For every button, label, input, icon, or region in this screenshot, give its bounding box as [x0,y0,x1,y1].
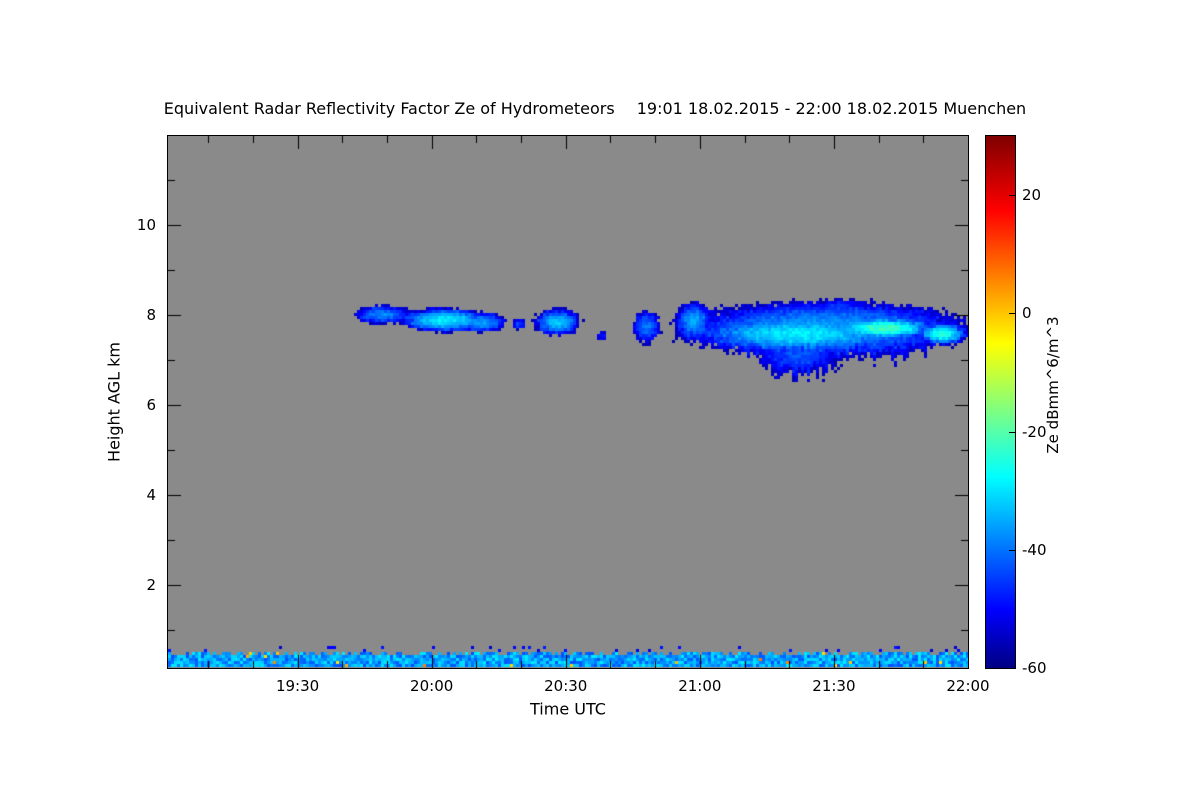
y-axis-tick-labels: 2 4 6 8 10 [0,136,156,668]
colorbar-label: Ze dBmm^6/m^3 [1044,316,1062,454]
colorbar-tick-label: 0 [1022,304,1032,323]
y-tick-label: 10 [136,216,156,235]
x-tick-label: 22:00 [946,677,990,695]
plot-area [167,135,969,669]
x-tick-label: 19:30 [275,677,320,695]
colorbar-tick-mark [1009,432,1015,433]
colorbar-tick-mark [1009,668,1015,669]
colorbar-tick-mark [1009,550,1015,551]
colorbar-tick-labels: 20 0 -20 -40 -60 [1022,136,1072,677]
x-tick-label: 21:00 [678,677,722,695]
x-axis-label: Time UTC [530,699,606,719]
chart-title: Equivalent Radar Reflectivity Factor Ze … [163,99,615,118]
y-tick-label: 8 [146,305,156,324]
y-tick-label: 2 [146,575,156,594]
colorbar [985,135,1016,669]
colorbar-tick-mark [1009,195,1015,196]
colorbar-tick-mark [1009,313,1015,314]
chart-title-row: Equivalent Radar Reflectivity Factor Ze … [0,99,1190,118]
chart-subtitle: 19:01 18.02.2015 - 22:00 18.02.2015 Muen… [636,99,1027,118]
x-tick-label: 21:30 [812,677,856,695]
x-tick-label: 20:00 [410,677,454,695]
colorbar-tick-label: -20 [1022,422,1047,441]
heatmap-canvas [168,136,968,668]
x-tick-label: 20:30 [544,677,588,695]
colorbar-tick-label: -40 [1022,540,1047,559]
colorbar-tick-label: 20 [1022,186,1042,205]
x-axis-tick-labels: 19:30 20:00 20:30 21:00 21:30 22:00 [168,676,990,696]
y-tick-label: 4 [146,485,156,504]
y-tick-label: 6 [146,395,156,414]
colorbar-tick-label: -60 [1022,659,1047,677]
